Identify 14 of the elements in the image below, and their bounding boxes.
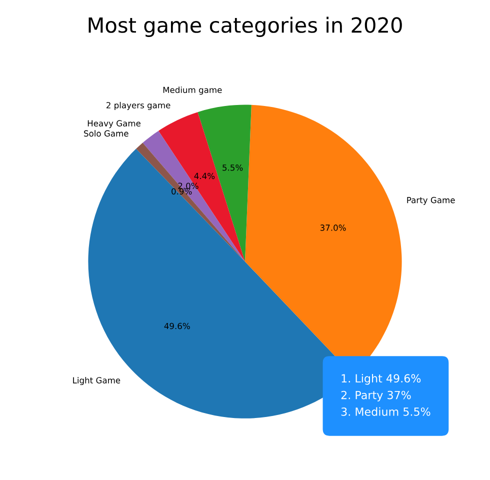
data-label: 49.6% <box>164 322 190 330</box>
text: 1. Light 49.6% 2. Party 37% 3. Medium 5.5% <box>341 374 430 416</box>
chart-title: Most game categories in 2020 <box>88 16 402 37</box>
slice-label: 2 players game <box>106 102 170 110</box>
data-label: 5.5% <box>222 164 243 171</box>
data-label: 0.9% <box>172 188 192 195</box>
slice-label: Medium game <box>163 86 222 95</box>
slice-label: Solo Game <box>84 130 128 137</box>
slice-label: Heavy Game <box>88 120 140 128</box>
slice-label: Light Game <box>73 376 120 386</box>
data-label: 4.4% <box>194 172 215 180</box>
slice-label: Party Game <box>407 196 455 205</box>
data-label: 37.0% <box>320 224 346 231</box>
pie-slice <box>158 112 245 262</box>
